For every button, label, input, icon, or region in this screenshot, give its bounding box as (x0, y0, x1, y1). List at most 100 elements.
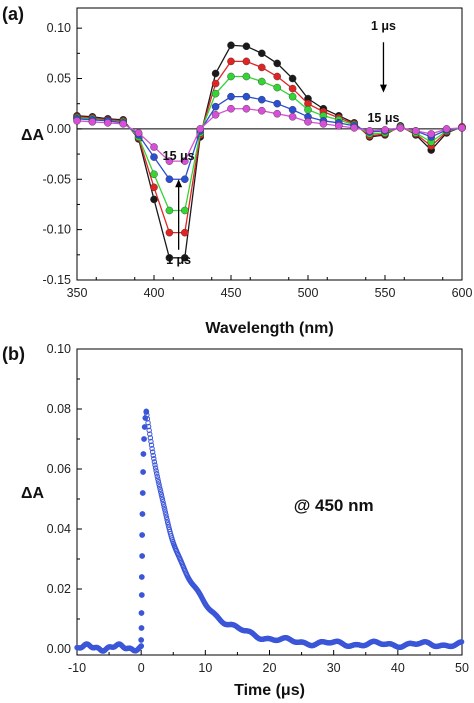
data-point (288, 74, 297, 83)
annotation-label: 1 μs (166, 253, 191, 267)
data-point (151, 455, 157, 462)
data-point (242, 92, 251, 101)
y-tick-label: 0.02 (47, 582, 71, 596)
annotation-label: 1 μs (371, 19, 396, 33)
data-point (148, 442, 155, 448)
data-point (152, 465, 159, 471)
y-tick-label: 0.06 (47, 462, 71, 476)
data-point (257, 106, 266, 115)
y-tick-label: 0.08 (47, 402, 71, 416)
data-point (427, 130, 436, 138)
y-tick-label: -0.05 (43, 172, 72, 186)
panel-a-plot-frame (76, 7, 463, 281)
data-point (304, 105, 312, 114)
data-point (141, 436, 147, 442)
data-point (458, 639, 465, 645)
series-line (76, 96, 463, 180)
panel-a: (a) 350 400 450 500 550 600 -0.15 -0.10 -0.05 0.0… (2, 4, 472, 337)
data-point (304, 118, 312, 126)
panel-a-annotations: 1 μs 15 μs 15 μs 1 μs (163, 19, 400, 267)
data-point (180, 228, 189, 237)
x-tick-label: 10 (198, 661, 212, 675)
data-point (180, 157, 189, 165)
data-point (138, 610, 145, 616)
data-point (161, 504, 167, 510)
data-point (396, 124, 405, 132)
x-tick-label: 550 (375, 286, 396, 300)
data-point (150, 153, 158, 161)
y-tick-label: 0.10 (47, 342, 71, 356)
data-point (139, 553, 146, 559)
data-point (458, 124, 466, 132)
x-tick-label: 500 (298, 286, 319, 300)
data-point (242, 42, 251, 51)
data-point (150, 143, 158, 151)
data-point (158, 491, 165, 498)
data-point (242, 104, 251, 113)
data-point (139, 532, 146, 538)
y-tick-label: -0.15 (43, 273, 72, 287)
data-point (153, 470, 160, 477)
x-tick-label: 0 (138, 661, 145, 675)
data-point (257, 95, 266, 104)
data-point (150, 195, 158, 204)
data-point (163, 512, 169, 518)
data-point (196, 125, 204, 133)
x-tick-label: 20 (263, 661, 277, 675)
data-point (257, 63, 266, 72)
data-point (211, 69, 220, 78)
data-point (139, 490, 146, 496)
data-point (73, 117, 81, 125)
data-point (139, 511, 146, 517)
data-point (148, 438, 154, 445)
data-point (350, 124, 359, 132)
data-point (257, 49, 266, 58)
series-line (76, 60, 463, 234)
annotation-label: 15 μs (367, 111, 399, 125)
y-tick-label: 0.04 (47, 522, 71, 536)
data-point (154, 473, 160, 480)
y-tick-label: 0.05 (47, 72, 71, 86)
data-point (165, 522, 171, 528)
data-point (227, 41, 235, 50)
data-point (150, 170, 158, 179)
arrow-head (379, 84, 387, 93)
panel-b-y-axis-label: ΔA (21, 485, 45, 502)
x-tick-label: 600 (452, 286, 473, 300)
data-point (227, 72, 235, 81)
data-point (242, 57, 251, 66)
data-point (149, 449, 156, 455)
data-point (164, 519, 171, 526)
panel-b-x-axis-label: Time (μs) (234, 682, 305, 699)
x-tick-label: 50 (455, 661, 469, 675)
data-point (163, 514, 170, 521)
data-point (145, 420, 151, 426)
data-point (160, 501, 167, 508)
data-point (158, 489, 164, 495)
data-point (141, 424, 148, 430)
y-tick-label: 0.00 (47, 642, 71, 656)
data-point (157, 486, 163, 493)
data-point (273, 59, 282, 68)
data-point (288, 92, 297, 101)
series-line (76, 44, 463, 259)
data-point (140, 451, 147, 457)
panel-a-y-axis-label: ΔA (21, 127, 45, 144)
x-tick-label: 450 (221, 286, 242, 300)
data-point (138, 643, 145, 649)
data-point (180, 206, 189, 215)
x-tick-label: -10 (68, 661, 86, 675)
data-point (411, 127, 420, 135)
panel-b: (b) -10 0 10 20 30 40 50 0.00 0.02 0.04 0.06 0.08 0.… (2, 342, 469, 699)
data-point (134, 129, 143, 137)
data-point (140, 469, 146, 475)
data-point (227, 92, 235, 101)
data-point (273, 83, 282, 92)
data-point (150, 452, 156, 459)
data-point (227, 104, 235, 113)
data-point (155, 479, 162, 485)
data-point (211, 110, 220, 119)
arrow-head (175, 179, 183, 188)
data-point (119, 120, 127, 128)
